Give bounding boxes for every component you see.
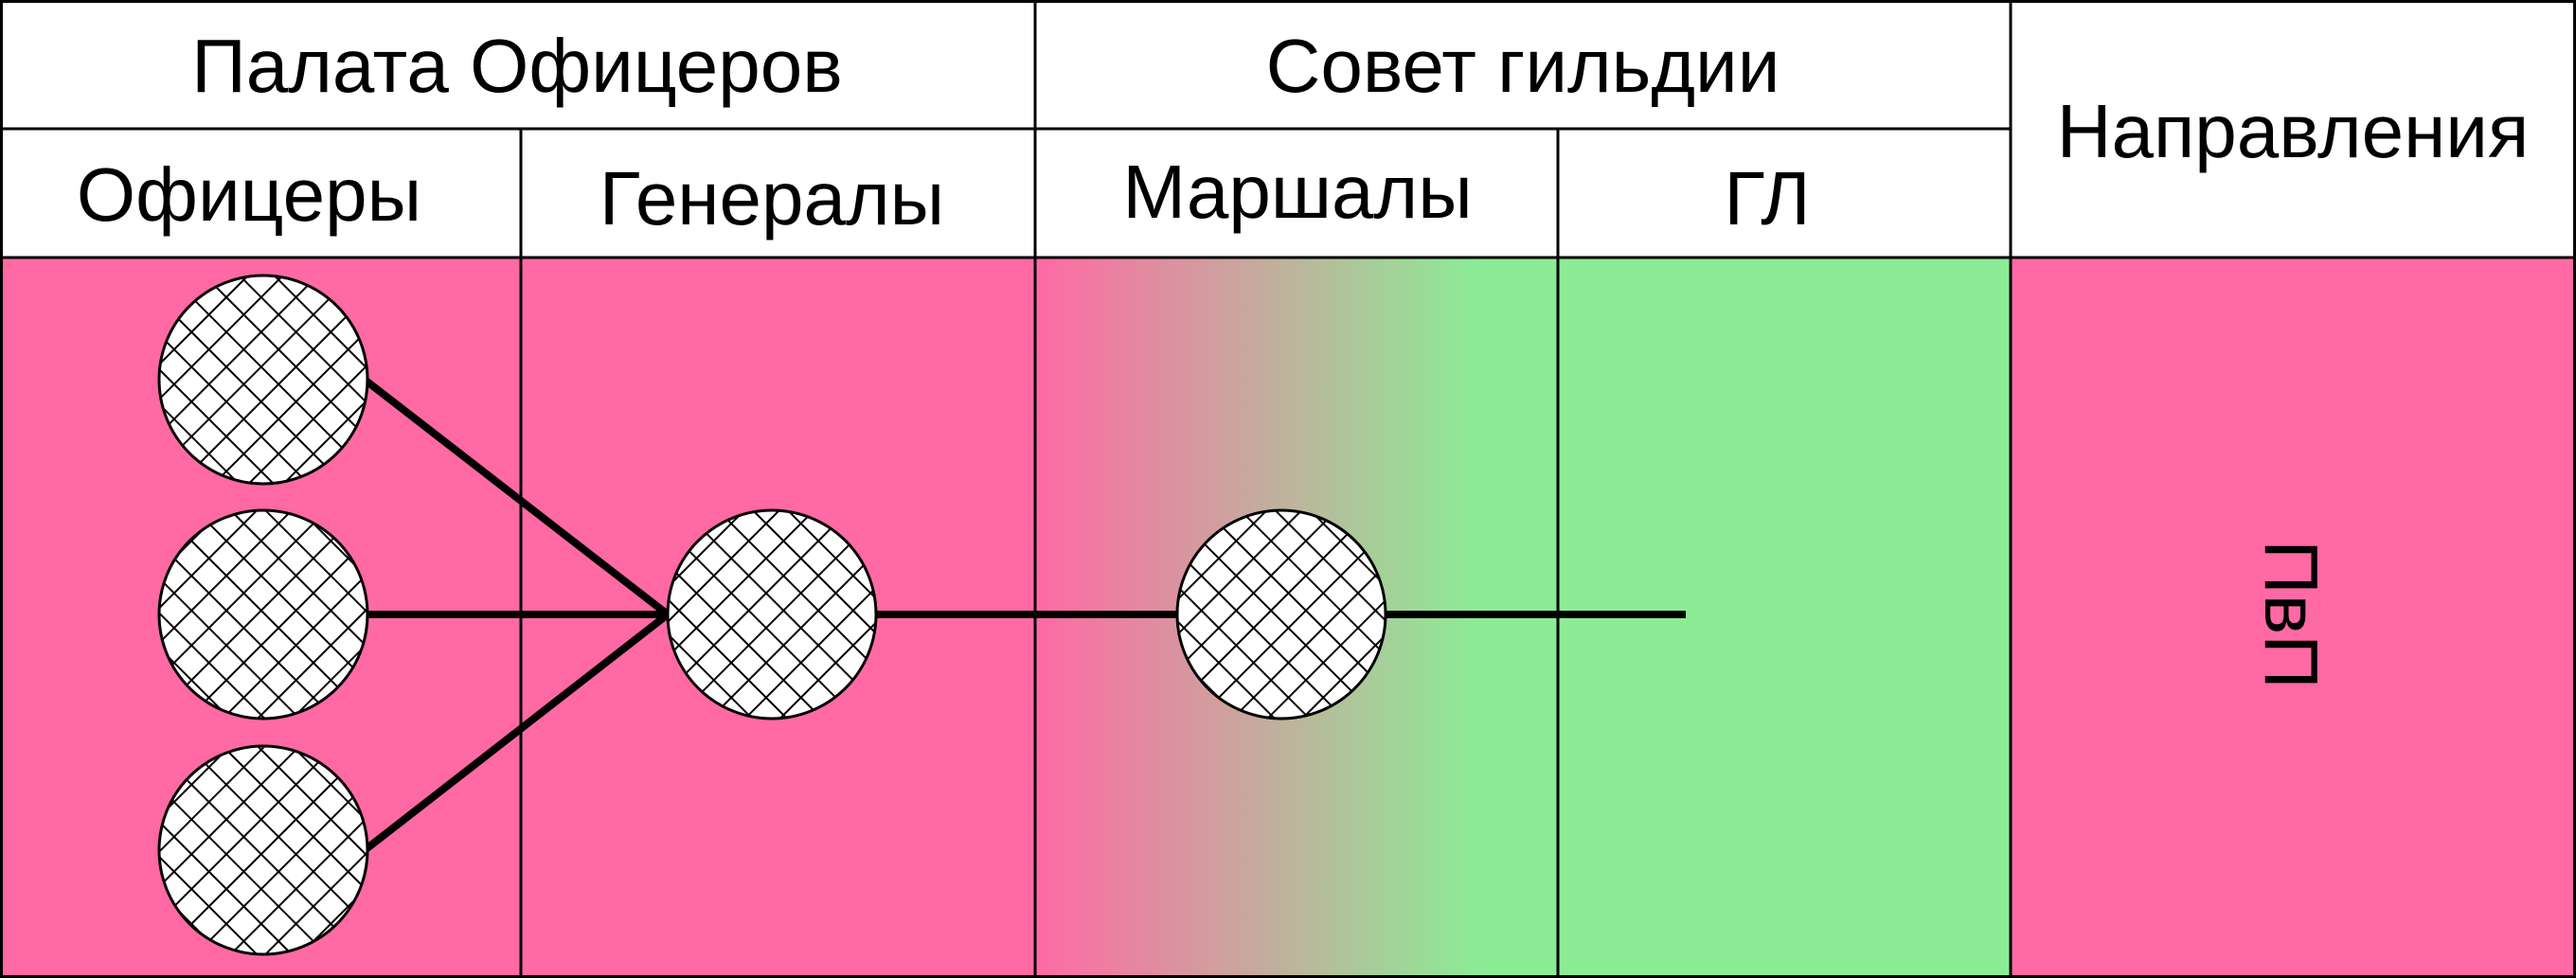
officer-node-2 <box>157 508 369 720</box>
subheader-marshals: Маршалы <box>1122 150 1472 234</box>
header-guild-council: Совет гильдии <box>1266 24 1780 108</box>
marshal-node <box>1175 508 1387 720</box>
subheader-generals: Генералы <box>599 156 944 240</box>
connectors <box>362 376 1686 854</box>
header-officers-chamber: Палата Офицеров <box>191 24 843 108</box>
subheader-officers: Офицеры <box>77 152 421 237</box>
officer-node-3 <box>157 744 369 956</box>
connector-officer3-general <box>362 611 671 854</box>
general-node <box>666 508 878 720</box>
header-directions: Направления <box>2057 89 2530 173</box>
directions-column-bg <box>2011 258 2576 978</box>
direction-pvp-label: ПвП <box>2249 540 2334 689</box>
connector-officer1-general <box>362 376 671 618</box>
subheader-gl: ГЛ <box>1724 156 1810 240</box>
officer-node-1 <box>157 274 369 486</box>
